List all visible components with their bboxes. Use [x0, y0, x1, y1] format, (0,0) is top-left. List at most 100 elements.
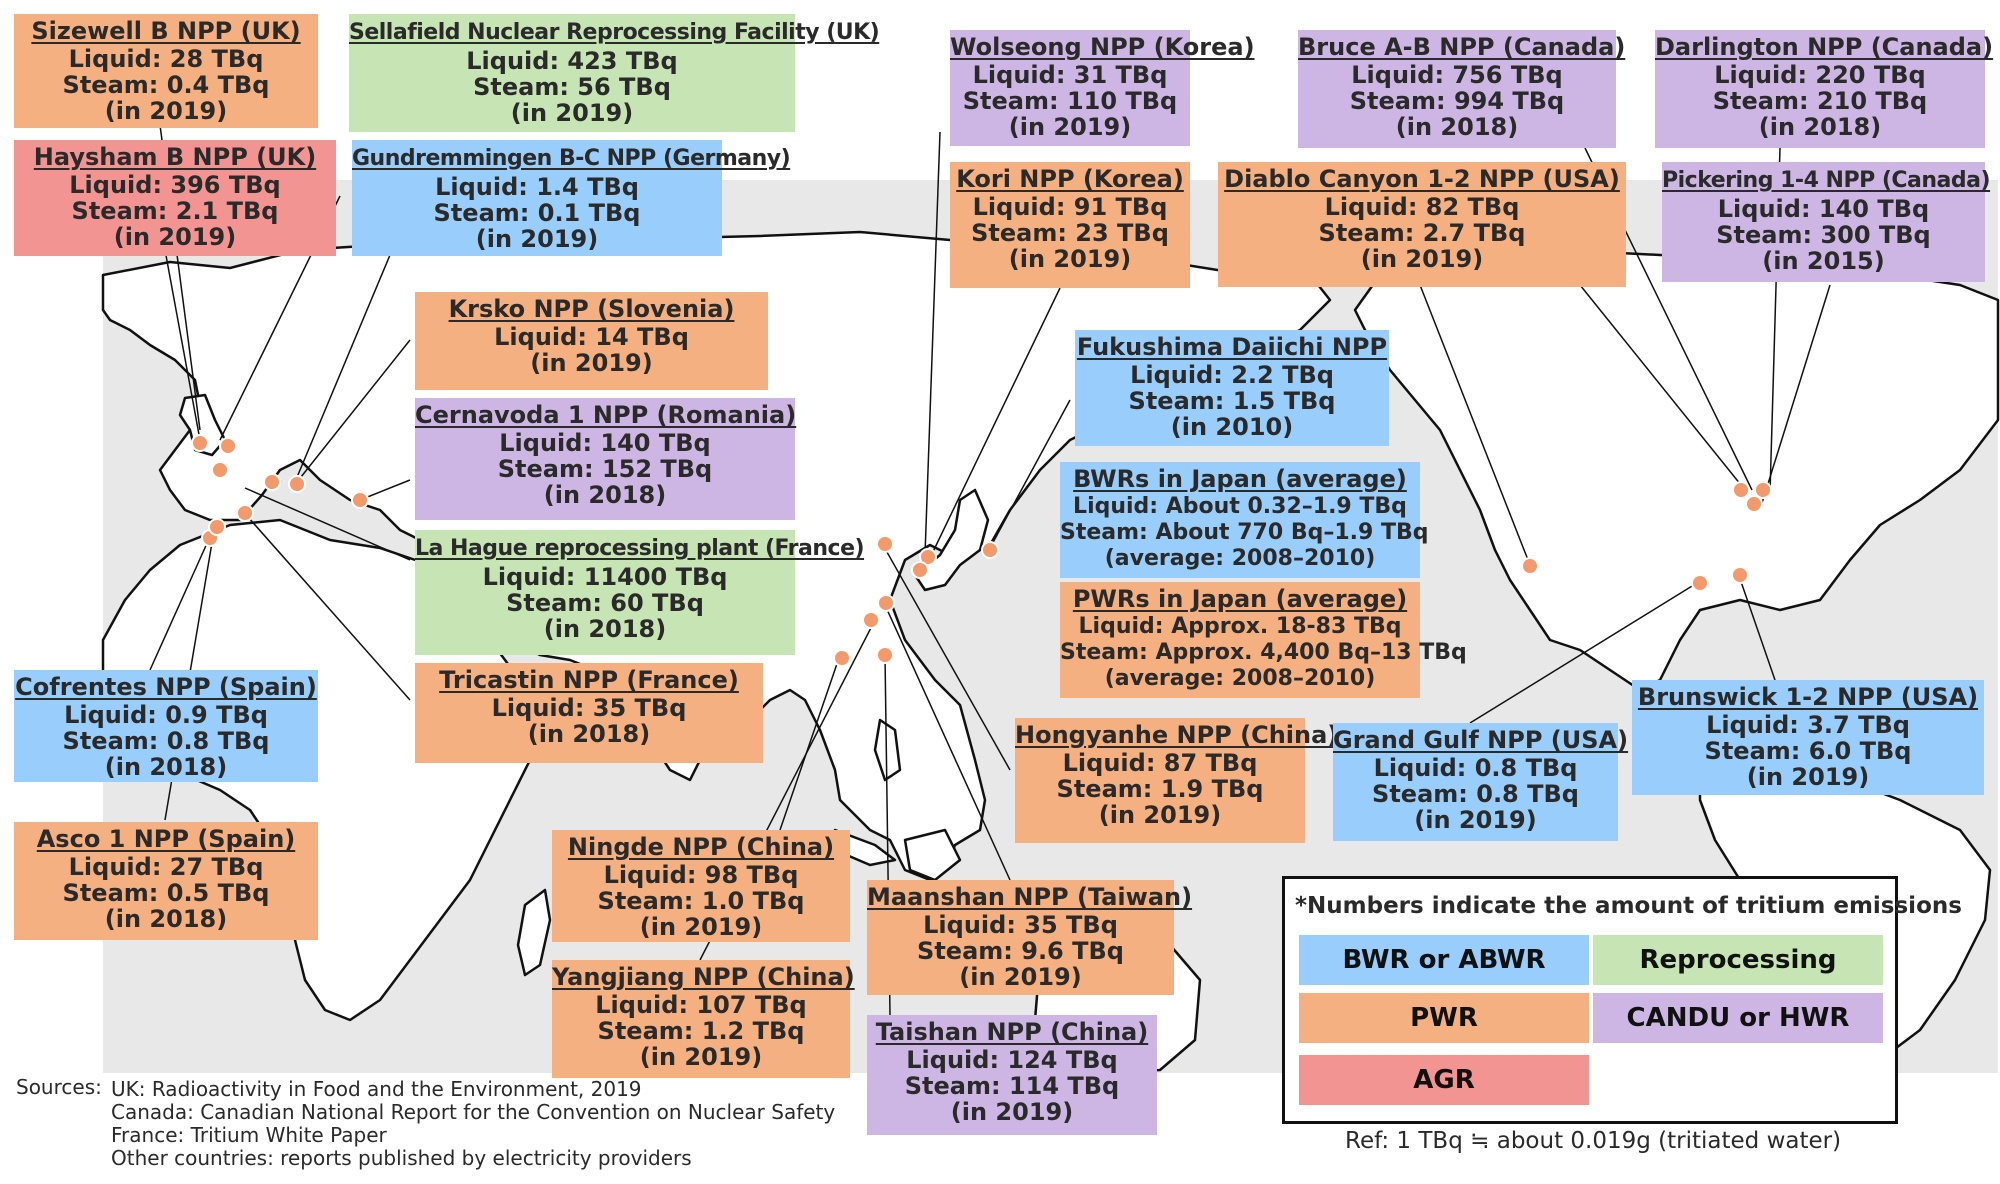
plant-value-line: (in 2018)	[104, 905, 228, 933]
plant-title: Fukushima Daiichi NPP	[1076, 333, 1388, 361]
plant-value-line: Steam: 23 TBq	[971, 219, 1169, 247]
plant-box-gundremmingen: Gundremmingen B-C NPP (Germany) Liquid: 1…	[352, 140, 791, 256]
marker-sellafield	[211, 461, 229, 479]
plant-box-sizewell: Sizewell B NPP (UK) Liquid: 28 TBq Steam: …	[14, 14, 318, 128]
plant-value-line: Steam: 110 TBq	[962, 87, 1178, 115]
landmass-uk	[178, 393, 227, 457]
plant-box-taishan: Taishan NPP (China) Liquid: 124 TBq Steam:…	[867, 1015, 1157, 1135]
plant-value-line: (in 2019)	[475, 225, 599, 253]
plant-value-line: (in 2019)	[1098, 801, 1222, 829]
marker-maanshan	[876, 646, 894, 664]
source-line-uk: UK: Radioactivity in Food and the Enviro…	[111, 1077, 642, 1101]
plant-value-line: Liquid: 423 TBq	[466, 47, 678, 75]
plant-box-krsko: Krsko NPP (Slovenia) Liquid: 14 TBq (in 20…	[415, 292, 768, 390]
plant-value-line: Liquid: 220 TBq	[1714, 61, 1926, 89]
plant-box-diablo: Diablo Canyon 1-2 NPP (USA) Liquid: 82 TB…	[1218, 162, 1626, 287]
leader-line-wolseong	[924, 131, 941, 556]
leader-line-hongyanhe	[882, 544, 1011, 771]
marker-ningde-2	[862, 611, 880, 629]
landmass-japan	[913, 488, 990, 592]
plant-value-line: (in 2019)	[104, 97, 228, 125]
plant-box-bruce: Bruce A-B NPP (Canada) Liquid: 756 TBq Ste…	[1298, 30, 1625, 148]
plant-value-line: (in 2019)	[1360, 245, 1484, 273]
plant-value-line: (in 2019)	[1008, 245, 1132, 273]
leader-line-grandgulf	[1469, 582, 1698, 724]
plant-value-line: Liquid: 82 TBq	[1324, 193, 1520, 221]
marker-lahague	[236, 504, 254, 522]
marker-sizewell	[191, 434, 209, 452]
plant-value-line: Steam: 0.1 TBq	[433, 199, 641, 227]
landmass-madagascar	[516, 888, 552, 977]
plant-value-line: Liquid: 14 TBq	[494, 323, 689, 351]
plant-value-line: Liquid: 396 TBq	[69, 171, 281, 199]
marker-darlington	[1754, 481, 1772, 499]
marker-heysham	[219, 437, 237, 455]
plant-box-maanshan: Maanshan NPP (Taiwan) Liquid: 35 TBq Steam…	[867, 880, 1192, 995]
plant-value-line: Steam: Approx. 4,400 Bq–13 TBq	[1060, 640, 1467, 665]
plant-value-line: Steam: 9.6 TBq	[917, 937, 1124, 965]
plant-value-line: Liquid: 756 TBq	[1351, 61, 1563, 89]
plant-value-line: Steam: 0.5 TBq	[62, 879, 270, 907]
leader-line-lahague	[244, 487, 411, 561]
plant-value-line: Steam: 1.9 TBq	[1056, 775, 1264, 803]
plant-value-line: (in 2018)	[1758, 113, 1882, 141]
marker-gundremmingen	[263, 473, 281, 491]
plant-value-line: (in 2018)	[543, 481, 667, 509]
plant-box-asco: Asco 1 NPP (Spain) Liquid: 27 TBq Steam: 0…	[14, 822, 318, 940]
plant-value-line: Liquid: 35 TBq	[923, 911, 1118, 939]
plant-title: Ningde NPP (China)	[567, 833, 835, 861]
plant-value-line: Steam: 1.2 TBq	[597, 1017, 805, 1045]
plant-value-line: Liquid: About 0.32–1.9 TBq	[1073, 494, 1407, 519]
plant-title: Bruce A-B NPP (Canada)	[1298, 33, 1626, 61]
plant-value-line: Steam: 0.8 TBq	[62, 727, 270, 755]
plant-value-line: (in 2018)	[104, 753, 228, 781]
plant-box-grandgulf: Grand Gulf NPP (USA) Liquid: 0.8 TBq Steam…	[1333, 723, 1628, 841]
plant-value-line: Liquid: Approx. 18-83 TBq	[1078, 614, 1402, 639]
marker-cernavoda	[351, 491, 369, 509]
plant-value-line: (in 2019)	[639, 1043, 763, 1071]
plant-value-line: Liquid: 1.4 TBq	[435, 173, 639, 201]
plant-title: Grand Gulf NPP (USA)	[1333, 726, 1629, 754]
plant-value-line: (average: 2008–2010)	[1104, 666, 1376, 691]
plant-title: Yangjiang NPP (China)	[552, 963, 855, 991]
plant-box-bwrjapan: BWRs in Japan (average) Liquid: About 0.3…	[1060, 462, 1429, 578]
leader-line-diablo	[1419, 284, 1531, 566]
sources-label: Sources:	[16, 1075, 102, 1099]
plant-value-line: (in 2019)	[113, 223, 237, 251]
plant-box-pwrjapan: PWRs in Japan (average) Liquid: Approx. 1…	[1060, 582, 1467, 698]
plant-value-line: Liquid: 91 TBq	[972, 193, 1168, 221]
plant-title: Sizewell B NPP (UK)	[31, 17, 301, 45]
plant-value-line: Steam: 1.0 TBq	[597, 887, 805, 915]
leader-line-tricastin	[239, 507, 411, 701]
plant-value-line: Liquid: 2.2 TBq	[1130, 361, 1334, 389]
source-line-france: France: Tritium White Paper	[111, 1123, 387, 1147]
plant-box-kori: Kori NPP (Korea) Liquid: 91 TBq Steam: 23 …	[950, 162, 1190, 288]
plant-value-line: Liquid: 31 TBq	[972, 61, 1168, 89]
plant-value-line: Liquid: 27 TBq	[68, 853, 264, 881]
plant-value-line: Liquid: 11400 TBq	[482, 563, 728, 591]
plant-value-line: Liquid: 0.8 TBq	[1373, 754, 1578, 782]
reference-note: Ref: 1 TBq ≒ about 0.019g (tritiated wat…	[1345, 1128, 1842, 1154]
leader-line-brunswick	[1737, 572, 1776, 681]
marker-wolseong	[919, 548, 937, 566]
plant-value-line: Liquid: 140 TBq	[499, 429, 711, 457]
plant-value-line: Steam: 114 TBq	[904, 1072, 1120, 1100]
plant-value-line: Steam: 2.7 TBq	[1318, 219, 1526, 247]
plant-value-line: Steam: 2.1 TBq	[71, 197, 279, 225]
marker-fukushima	[981, 541, 999, 559]
legend-key-candu: CANDU or HWR	[1593, 993, 1883, 1043]
plant-title: Wolseong NPP (Korea)	[950, 33, 1255, 61]
plant-title: Cernavoda 1 NPP (Romania)	[415, 401, 797, 429]
legend-note: *Numbers indicate the amount of tritium …	[1295, 893, 1962, 919]
marker-yangjiang	[833, 649, 851, 667]
legend-key-pwr: PWR	[1299, 993, 1589, 1043]
plant-value-line: (in 2010)	[1170, 413, 1294, 441]
marker-hongyanhe	[876, 535, 894, 553]
plant-value-line: Steam: About 770 Bq–1.9 TBq	[1060, 520, 1429, 545]
source-line-canada: Canada: Canadian National Report for the…	[111, 1100, 836, 1124]
landmass-philippines	[873, 718, 902, 782]
leader-line-gundremmingen	[294, 254, 391, 483]
marker-krsko	[288, 475, 306, 493]
plant-box-ningde: Ningde NPP (China) Liquid: 98 TBq Steam: 1…	[552, 830, 850, 942]
plant-title: Sellafield Nuclear Reprocessing Facility…	[349, 20, 880, 45]
